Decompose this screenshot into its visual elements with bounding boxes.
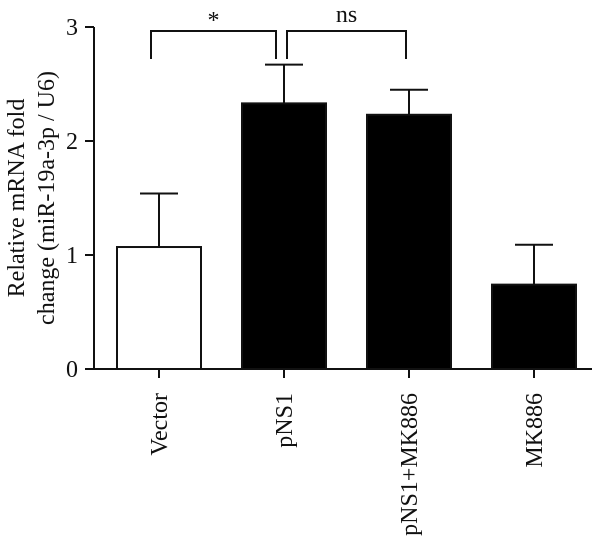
y-tick-label-3: 3 bbox=[66, 15, 78, 41]
y-axis-label-line1: Relative mRNA fold bbox=[4, 99, 30, 298]
significance-brackets: * ns bbox=[150, 2, 407, 59]
error-bars bbox=[140, 63, 553, 285]
bar-0 bbox=[116, 246, 202, 371]
x-tick-label-3: MK886 bbox=[522, 393, 548, 468]
bar-2 bbox=[366, 113, 452, 370]
x-axis-tick-labels: Vector pNS1 pNS1+MK886 MK886 bbox=[147, 393, 548, 536]
significance-bracket-1 bbox=[286, 30, 407, 59]
bar-3 bbox=[491, 283, 577, 371]
y-tick-label-1: 1 bbox=[66, 243, 78, 269]
significance-label-1: ns bbox=[336, 2, 357, 28]
y-tick-label-2: 2 bbox=[66, 129, 78, 155]
significance-bracket-0 bbox=[150, 30, 277, 59]
x-tick-label-1: pNS1 bbox=[272, 393, 298, 448]
bars bbox=[116, 102, 577, 371]
y-axis-label-line2: change (miR-19a-3p / U6) bbox=[34, 71, 60, 325]
y-tick-label-0: 0 bbox=[66, 357, 78, 383]
bar-1 bbox=[241, 102, 327, 370]
x-tick-label-0: Vector bbox=[147, 393, 173, 456]
x-tick-label-2: pNS1+MK886 bbox=[397, 393, 423, 536]
significance-label-0: * bbox=[208, 8, 220, 34]
y-axis-label: Relative mRNA fold change (miR-19a-3p / … bbox=[4, 71, 60, 325]
